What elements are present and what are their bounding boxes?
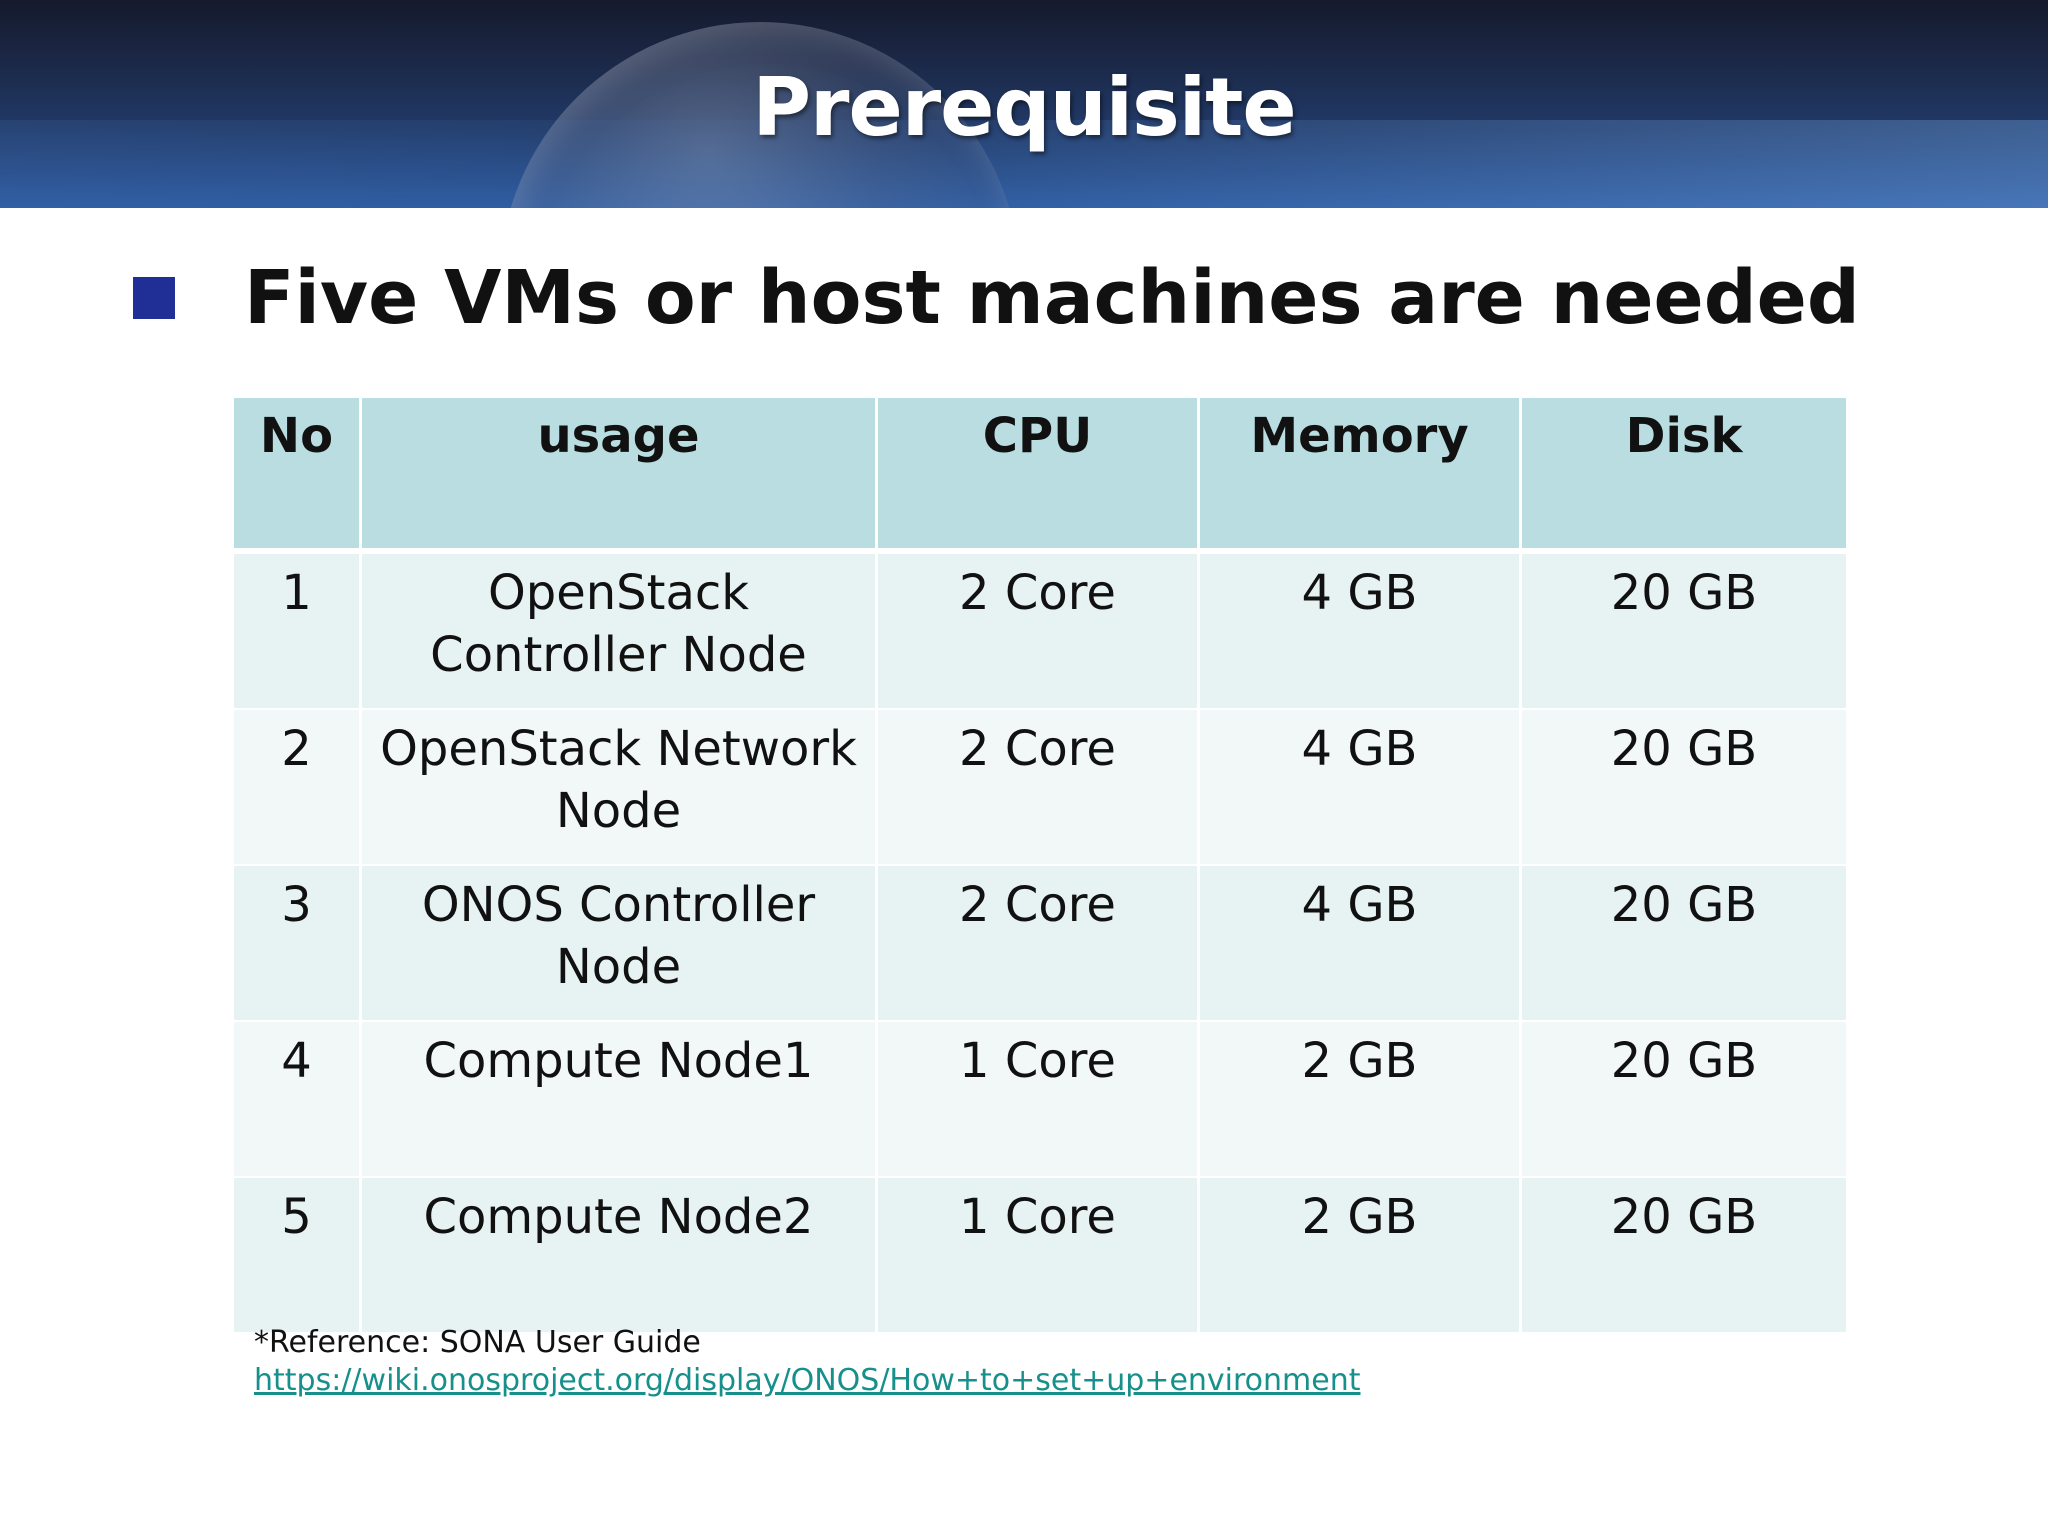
cell-disk: 20 GB [1522,710,1846,866]
title-banner [0,0,2048,208]
cell-disk: 20 GB [1522,866,1846,1022]
cell-no: 4 [234,1022,362,1178]
bullet-text: Five VMs or host machines are needed [244,255,1860,341]
cell-memory: 2 GB [1200,1178,1522,1332]
cell-cpu: 2 Core [878,554,1200,710]
vm-requirements-table: No usage CPU Memory Disk 1 OpenStack Con… [234,398,1846,1332]
cell-usage: ONOS Controller Node [362,866,878,1022]
cell-usage: Compute Node1 [362,1022,878,1178]
cell-usage: OpenStack Controller Node [362,554,878,710]
cell-memory: 4 GB [1200,554,1522,710]
table-row: 4 Compute Node1 1 Core 2 GB 20 GB [234,1022,1846,1178]
table-row: 5 Compute Node2 1 Core 2 GB 20 GB [234,1178,1846,1332]
cell-disk: 20 GB [1522,554,1846,710]
cell-no: 1 [234,554,362,710]
header-cpu: CPU [878,398,1200,554]
header-usage: usage [362,398,878,554]
cell-cpu: 1 Core [878,1178,1200,1332]
square-bullet-icon [133,277,175,319]
cell-memory: 2 GB [1200,1022,1522,1178]
cell-memory: 4 GB [1200,710,1522,866]
header-no: No [234,398,362,554]
table-header-row: No usage CPU Memory Disk [234,398,1846,554]
cell-disk: 20 GB [1522,1022,1846,1178]
horizon-glow [0,120,2048,208]
cell-usage: Compute Node2 [362,1178,878,1332]
reference-link[interactable]: https://wiki.onosproject.org/display/ONO… [254,1363,1361,1398]
table-row: 3 ONOS Controller Node 2 Core 4 GB 20 GB [234,866,1846,1022]
table-row: 1 OpenStack Controller Node 2 Core 4 GB … [234,554,1846,710]
reference-note: *Reference: SONA User Guide https://wiki… [254,1324,1361,1400]
cell-no: 2 [234,710,362,866]
cell-cpu: 1 Core [878,1022,1200,1178]
cell-memory: 4 GB [1200,866,1522,1022]
cell-cpu: 2 Core [878,710,1200,866]
reference-label: *Reference: SONA User Guide [254,1325,701,1360]
page-title: Prerequisite [752,61,1296,154]
cell-no: 5 [234,1178,362,1332]
cell-no: 3 [234,866,362,1022]
header-memory: Memory [1200,398,1522,554]
cell-usage: OpenStack Network Node [362,710,878,866]
table-row: 2 OpenStack Network Node 2 Core 4 GB 20 … [234,710,1846,866]
cell-cpu: 2 Core [878,866,1200,1022]
cell-disk: 20 GB [1522,1178,1846,1332]
header-disk: Disk [1522,398,1846,554]
